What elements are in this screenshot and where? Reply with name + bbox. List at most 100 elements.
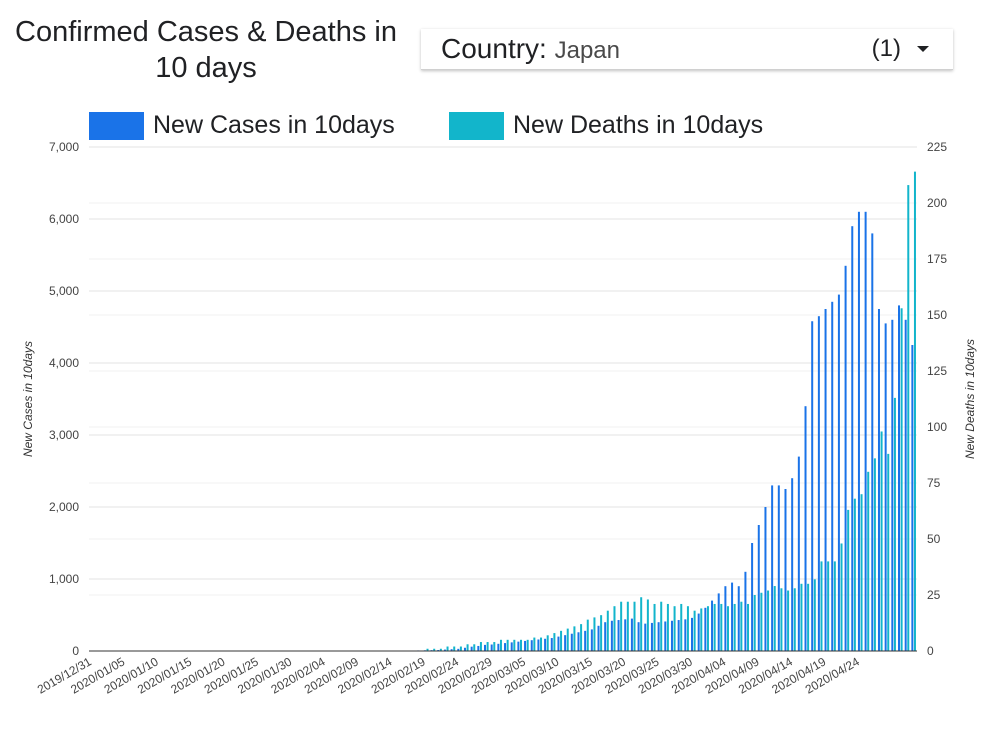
bar-new-cases xyxy=(477,645,480,651)
bar-new-deaths xyxy=(793,588,796,651)
bar-new-deaths xyxy=(900,308,903,651)
y2-tick-label: 200 xyxy=(927,196,947,210)
bar-new-deaths xyxy=(633,601,636,651)
bar-new-cases xyxy=(857,211,860,652)
bar-new-cases xyxy=(877,309,880,651)
bar-new-cases xyxy=(797,456,800,651)
legend-swatch-new-deaths xyxy=(449,112,504,140)
bar-new-deaths xyxy=(426,648,429,651)
bar-new-cases xyxy=(670,620,673,651)
bar-new-deaths xyxy=(686,606,689,651)
bar-new-cases xyxy=(704,607,707,651)
bar-new-deaths xyxy=(720,603,723,651)
bar-new-deaths xyxy=(867,471,870,651)
country-filter-value: Japan xyxy=(554,37,620,64)
bar-new-deaths xyxy=(700,608,703,651)
bar-new-deaths xyxy=(459,646,462,651)
bar-new-deaths xyxy=(680,603,683,651)
country-filter-dropdown[interactable]: Country: Japan (1) xyxy=(421,29,953,70)
bar-new-deaths xyxy=(439,648,442,651)
bar-new-cases xyxy=(771,485,774,651)
bar-new-cases xyxy=(604,622,607,651)
y2-tick-label: 225 xyxy=(927,140,947,154)
bar-new-deaths xyxy=(827,561,830,651)
bar-new-cases xyxy=(751,543,754,651)
bar-new-deaths xyxy=(747,603,750,651)
bar-new-deaths xyxy=(479,642,482,651)
y2-tick-label: 0 xyxy=(927,644,934,658)
bar-new-cases xyxy=(764,507,767,651)
y2-tick-label: 175 xyxy=(927,252,947,266)
bar-new-deaths xyxy=(586,619,589,651)
bar-new-cases xyxy=(650,622,653,651)
bar-new-cases xyxy=(584,630,587,651)
bar-new-cases xyxy=(530,640,533,651)
bar-new-cases xyxy=(804,406,807,651)
bar-new-deaths xyxy=(907,185,910,651)
bar-new-cases xyxy=(691,617,694,651)
bar-new-cases xyxy=(664,621,667,651)
bar-new-cases xyxy=(644,623,647,651)
bar-new-deaths xyxy=(813,579,816,651)
bar-new-deaths xyxy=(807,583,810,651)
country-filter-label: Country: Japan xyxy=(441,33,620,64)
y-tick-label: 6,000 xyxy=(49,212,79,226)
bar-new-deaths xyxy=(540,637,543,651)
bar-new-deaths xyxy=(753,595,756,651)
bar-new-deaths xyxy=(506,639,509,651)
bar-new-cases xyxy=(577,632,580,651)
bar-new-cases xyxy=(544,638,547,651)
bar-new-deaths xyxy=(620,601,623,651)
bar-new-deaths xyxy=(600,615,603,651)
y-tick-label: 0 xyxy=(72,644,79,658)
y2-tick-label: 150 xyxy=(927,308,947,322)
legend-label-new-deaths: New Deaths in 10days xyxy=(513,111,764,139)
bar-new-deaths xyxy=(880,431,883,651)
bar-new-cases xyxy=(630,618,633,651)
bar-new-deaths xyxy=(593,617,596,651)
bar-new-deaths xyxy=(613,606,616,651)
bar-new-deaths xyxy=(646,599,649,651)
bar-new-cases xyxy=(564,635,567,651)
bar-new-deaths xyxy=(773,586,776,651)
bar-new-deaths xyxy=(553,633,556,651)
bar-new-deaths xyxy=(486,642,489,651)
y2-axis-title: New Deaths in 10days xyxy=(963,339,977,459)
y2-tick-label: 100 xyxy=(927,420,947,434)
bar-new-cases xyxy=(550,638,553,651)
bar-new-cases xyxy=(590,629,593,651)
caret-down-icon[interactable] xyxy=(917,46,929,52)
bar-new-cases xyxy=(657,622,660,651)
bar-new-deaths xyxy=(673,606,676,651)
bar-new-deaths xyxy=(840,543,843,651)
bar-new-cases xyxy=(837,294,840,651)
bar-new-deaths xyxy=(640,597,643,651)
bar-new-cases xyxy=(871,233,874,651)
bar-new-deaths xyxy=(473,644,476,651)
bar-new-cases xyxy=(884,323,887,651)
bar-new-cases xyxy=(757,525,760,651)
bar-new-deaths xyxy=(526,639,529,651)
bar-new-deaths xyxy=(706,606,709,651)
bar-new-cases xyxy=(490,644,493,651)
bar-new-deaths xyxy=(713,603,716,651)
bar-new-deaths xyxy=(626,601,629,651)
bar-new-deaths xyxy=(800,583,803,651)
bar-new-deaths xyxy=(653,603,656,651)
bar-new-cases xyxy=(597,625,600,651)
bar-new-deaths xyxy=(546,635,549,651)
y-tick-label: 2,000 xyxy=(49,500,79,514)
bar-new-deaths xyxy=(853,498,856,651)
bar-new-cases xyxy=(504,643,507,651)
legend-swatch-new-cases xyxy=(89,112,144,140)
bar-new-deaths xyxy=(533,637,536,651)
bar-new-cases xyxy=(624,619,627,651)
bar-new-deaths xyxy=(513,639,516,651)
bar-new-cases xyxy=(737,586,740,651)
y-tick-label: 5,000 xyxy=(49,284,79,298)
bar-new-cases xyxy=(524,640,527,651)
bar-new-deaths xyxy=(453,646,456,651)
bar-new-cases xyxy=(697,613,700,651)
bar-new-cases xyxy=(891,319,894,651)
bar-new-deaths xyxy=(693,610,696,651)
